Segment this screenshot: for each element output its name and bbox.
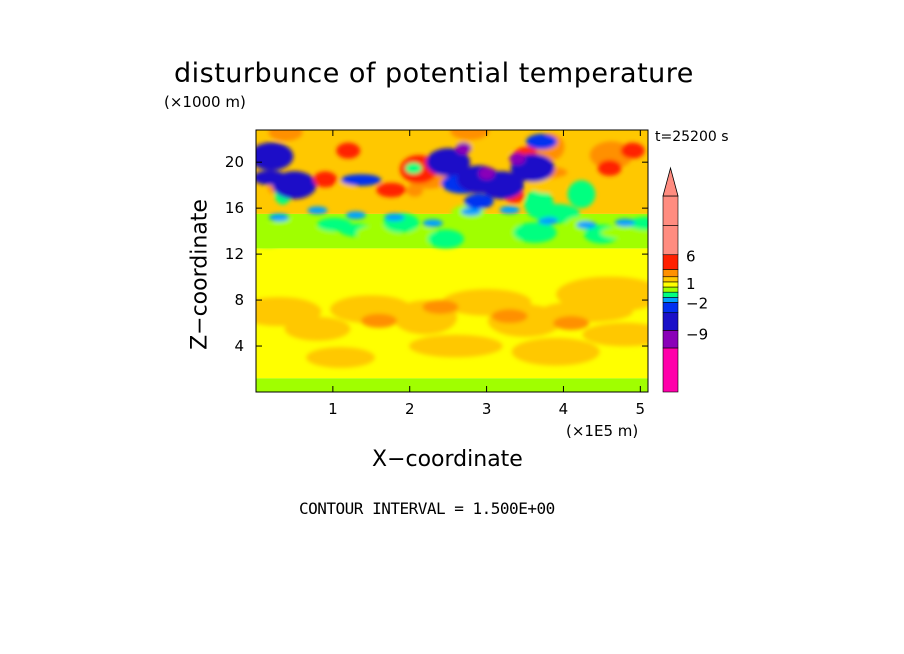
field-blob (384, 213, 405, 222)
field-band (256, 378, 648, 392)
field-blob (461, 207, 482, 216)
y-unit-label: (×1000 m) (164, 93, 246, 111)
field-blob (614, 218, 635, 227)
field-blob (269, 213, 290, 222)
field-blob (628, 217, 648, 230)
field-blob (553, 316, 590, 331)
temperature-field (256, 130, 648, 392)
field-blob (455, 142, 472, 155)
colorbar-segment (662, 281, 679, 288)
field-blob (272, 171, 317, 200)
field-blob (576, 220, 597, 229)
field-blob (284, 316, 351, 341)
field-blob (409, 334, 503, 358)
field-blob (511, 337, 600, 366)
colorbar-label: 1 (686, 275, 696, 293)
colorbar-segment (662, 254, 679, 270)
field-blob (464, 193, 494, 210)
y-tick-label: 12 (225, 245, 244, 263)
x-tick-label: 4 (559, 400, 569, 418)
field-blob (597, 159, 622, 176)
x-axis-label: X−coordinate (372, 447, 523, 472)
colorbar-segment (662, 297, 679, 303)
field-blob (427, 229, 464, 249)
field-blob (405, 162, 422, 174)
y-tick-label: 8 (234, 291, 244, 309)
field-blob (509, 152, 526, 165)
field-blob (450, 130, 490, 141)
field-blob (426, 148, 471, 177)
chart-title: disturbunce of potential temperature (174, 58, 694, 89)
colorbar-segment (662, 276, 679, 283)
colorbar-segment (662, 330, 679, 349)
time-label: t=25200 s (655, 129, 729, 145)
y-tick-label: 4 (234, 337, 244, 355)
y-tick-label: 16 (225, 199, 244, 217)
colorbar-arrow (662, 166, 679, 197)
contour-interval-label: CONTOUR INTERVAL = 1.500E+00 (299, 499, 555, 518)
colorbar-label: −2 (686, 294, 708, 312)
x-tick-label: 2 (405, 400, 415, 418)
field-blob (600, 226, 648, 239)
field-blob (513, 222, 557, 243)
x-ticks: 1 2 3 4 5 (328, 130, 645, 418)
field-blob (307, 206, 328, 215)
y-tick-label: 20 (225, 153, 244, 171)
colorbar-segment (662, 195, 679, 226)
colorbar-segment (662, 286, 679, 293)
field-blob (491, 309, 528, 324)
field-blob (582, 322, 648, 347)
field-blob (406, 184, 424, 197)
colorbar-segment (662, 291, 679, 298)
plot-frame (255, 129, 649, 393)
field-blob (340, 174, 382, 186)
field-blob (526, 133, 558, 150)
x-tick-label: 1 (328, 400, 338, 418)
field-blob (268, 130, 303, 142)
colorbar-segment (662, 347, 679, 393)
x-tick-label: 5 (636, 400, 646, 418)
colorbar-segment (662, 312, 679, 331)
colorbar-label: −9 (686, 325, 708, 343)
field-blob (288, 227, 336, 244)
field-blob (256, 142, 294, 171)
field-blob (376, 182, 407, 198)
x-tick-label: 3 (482, 400, 492, 418)
field-blob (556, 276, 648, 313)
colorbar-label: 6 (686, 248, 696, 266)
field-blob (499, 205, 520, 214)
field-blob (524, 189, 554, 220)
field-blob (422, 219, 443, 228)
x-unit-label: (×1E5 m) (566, 422, 639, 440)
field-blob (538, 216, 559, 225)
field-blob (620, 142, 645, 159)
field-blob (345, 211, 366, 220)
field-blob (422, 299, 459, 314)
colorbar-segment (662, 302, 679, 314)
field-blob (313, 171, 338, 188)
field-blob (306, 347, 375, 368)
colorbar: 6 1−2 −9 (662, 166, 708, 393)
field-blob (567, 180, 596, 209)
field-blob (478, 167, 495, 180)
field-blob (488, 130, 516, 154)
field-blob (360, 313, 397, 328)
y-ticks: 4 8 12 16 20 (225, 153, 648, 355)
colorbar-segment (662, 225, 679, 256)
colorbar-segment (662, 269, 679, 278)
field-blob (336, 142, 361, 159)
